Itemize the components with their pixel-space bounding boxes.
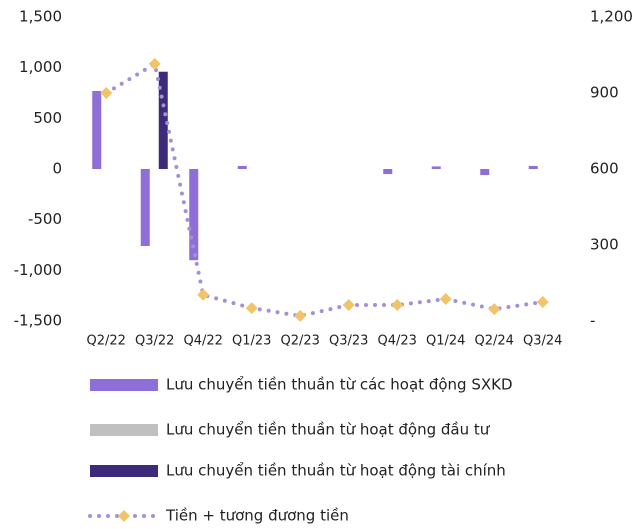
legend-label: Lưu chuyển tiền thuần từ hoạt động đầu t… [166, 421, 491, 439]
y2-tick-label: 1,200 [590, 8, 633, 26]
legend-label: Tiền + tương đương tiền [165, 507, 349, 525]
bar [158, 71, 168, 169]
y-tick-label: 500 [33, 109, 62, 127]
marker [197, 288, 210, 301]
marker [245, 302, 258, 315]
y2-tick-label: 600 [590, 160, 619, 178]
marker [391, 299, 404, 312]
bar [383, 169, 393, 175]
bar [92, 90, 102, 169]
y2-tick-label: 300 [590, 236, 619, 254]
bar [431, 166, 441, 169]
x-tick-label: Q3/24 [523, 334, 562, 349]
legend-label: Lưu chuyển tiền thuần từ các hoạt động S… [166, 376, 513, 394]
x-tick-label: Q4/23 [378, 334, 417, 349]
legend-swatch [90, 424, 158, 436]
bar [480, 169, 490, 176]
marker [439, 292, 452, 305]
x-tick-label: Q2/23 [281, 334, 320, 349]
y-tick-label: 1,000 [19, 58, 62, 76]
bar [189, 169, 199, 261]
legend-label: Lưu chuyển tiền thuần từ hoạt động tài c… [166, 462, 506, 480]
x-tick-label: Q1/24 [426, 334, 465, 349]
marker [100, 87, 113, 99]
x-tick-label: Q3/22 [135, 334, 174, 349]
x-tick-label: Q3/23 [329, 334, 368, 349]
x-tick-label: Q1/23 [232, 334, 271, 349]
marker [294, 309, 307, 322]
x-tick-label: Q2/22 [87, 334, 126, 349]
bar [237, 165, 247, 169]
marker [488, 303, 501, 316]
bar [140, 169, 150, 247]
legend-swatch [90, 379, 158, 391]
y2-tick-label: - [590, 312, 595, 330]
y-tick-label: 1,500 [19, 8, 62, 26]
bar [528, 165, 538, 169]
marker [342, 299, 355, 312]
legend-marker [118, 510, 130, 522]
marker [148, 57, 161, 70]
y-tick-label: -500 [28, 210, 62, 228]
line [104, 60, 545, 318]
x-tick-label: Q4/22 [184, 334, 223, 349]
x-tick-label: Q2/24 [475, 334, 514, 349]
y-tick-label: -1,500 [14, 312, 62, 330]
y-tick-label: 0 [52, 160, 62, 178]
y2-tick-label: 900 [590, 84, 619, 102]
legend-swatch [90, 465, 158, 477]
marker [536, 296, 549, 308]
y-tick-label: -1,000 [14, 261, 62, 279]
